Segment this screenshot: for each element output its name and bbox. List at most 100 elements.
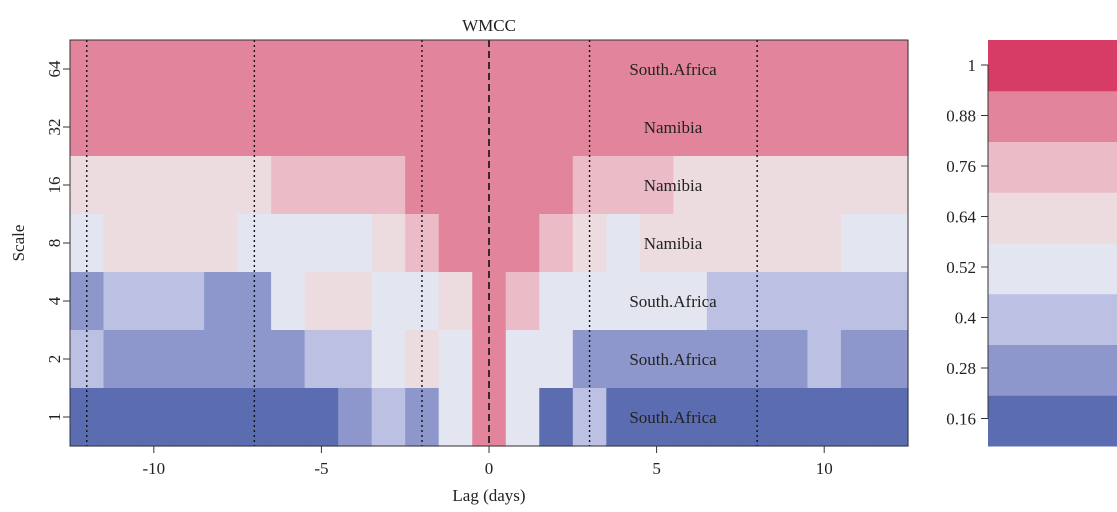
heatmap-cell [137, 156, 172, 215]
heatmap-cell [706, 98, 741, 157]
heatmap-cell [639, 272, 674, 331]
heatmap-cell [773, 272, 809, 331]
heatmap-cell [137, 40, 172, 99]
heatmap-cell [271, 156, 306, 215]
heatmap-cell [572, 330, 607, 389]
heatmap-cell [170, 330, 205, 389]
heatmap-cell [706, 214, 741, 273]
row-label: South.Africa [629, 350, 717, 369]
heatmap-cell [639, 156, 674, 215]
heatmap-cell [103, 40, 138, 99]
heatmap-cell [773, 40, 809, 99]
heatmap-cell [137, 98, 172, 157]
heatmap-cell [70, 330, 105, 389]
heatmap-cell [639, 388, 674, 447]
heatmap-cell [539, 98, 574, 157]
heatmap-cell [773, 388, 809, 447]
heatmap-cell [271, 330, 306, 389]
heatmap-cell [840, 388, 876, 447]
heatmap-cell [271, 388, 306, 447]
legend-tick-label: 0.28 [946, 359, 976, 378]
heatmap-cell [338, 330, 373, 389]
heatmap-cell [103, 214, 138, 273]
heatmap-cell [405, 330, 440, 389]
heatmap-cell [706, 40, 741, 99]
heatmap-cell [606, 272, 641, 331]
heatmap-cell [103, 98, 138, 157]
heatmap-cell [807, 388, 842, 447]
x-tick-label: -5 [314, 459, 328, 478]
heatmap-cell [539, 330, 574, 389]
heatmap-cell [572, 214, 607, 273]
row-label: Namibia [644, 118, 703, 137]
heatmap-cell [271, 98, 306, 157]
heatmap-cell [371, 40, 406, 99]
y-tick-label: 64 [45, 60, 64, 78]
heatmap-cell [237, 40, 272, 99]
heatmap-cell [807, 40, 842, 99]
heatmap-cell [70, 40, 105, 99]
heatmap-cell [773, 156, 809, 215]
heatmap-cell [840, 98, 876, 157]
heatmap-cell [740, 330, 775, 389]
x-tick-label: 0 [485, 459, 494, 478]
legend-swatch [988, 243, 1117, 295]
y-tick-label: 4 [45, 296, 64, 305]
heatmap-cell [539, 272, 574, 331]
legend-swatch [988, 141, 1117, 193]
heatmap-cell [204, 40, 239, 99]
heatmap-cell [673, 40, 708, 99]
legend-tick-label: 0.4 [955, 309, 977, 328]
heatmap-cell [103, 388, 138, 447]
legend-swatch [988, 395, 1117, 447]
heatmap-cell [639, 330, 674, 389]
heatmap-cell [204, 272, 239, 331]
heatmap-cell [304, 156, 339, 215]
heatmap-cell [606, 388, 641, 447]
heatmap-cell [773, 330, 809, 389]
y-tick-label: 8 [45, 239, 64, 248]
heatmap-cell [371, 214, 406, 273]
heatmap-cell [405, 40, 440, 99]
row-label: Namibia [644, 234, 703, 253]
heatmap-cell [539, 156, 574, 215]
legend-tick-label: 0.88 [946, 107, 976, 126]
heatmap-cell [807, 98, 842, 157]
heatmap-cell [874, 40, 909, 99]
heatmap-cell [405, 214, 440, 273]
heatmap-cell [505, 272, 540, 331]
heatmap-cell [170, 214, 205, 273]
row-label: South.Africa [629, 292, 717, 311]
heatmap-cell [338, 98, 373, 157]
heatmap-cell [338, 388, 373, 447]
heatmap-cell [505, 156, 540, 215]
heatmap-cell [371, 272, 406, 331]
heatmap-cell [438, 388, 473, 447]
legend-tick-label: 0.52 [946, 258, 976, 277]
heatmap-cells [70, 40, 909, 447]
heatmap-cell [874, 388, 909, 447]
legend-swatch [988, 344, 1117, 396]
heatmap-cell [338, 272, 373, 331]
x-tick-label: -10 [142, 459, 165, 478]
heatmap-cell [371, 98, 406, 157]
row-labels: South.Africa Namibia Namibia Namibia South.A… [629, 60, 717, 427]
legend-tick-label: 0.16 [946, 410, 976, 429]
row-label: Namibia [644, 176, 703, 195]
legend-swatch [988, 40, 1117, 92]
heatmap-cell [438, 272, 473, 331]
heatmap-cell [204, 98, 239, 157]
heatmap-cell [539, 40, 574, 99]
heatmap-cell [840, 272, 876, 331]
heatmap-cell [740, 214, 775, 273]
heatmap-cell [606, 40, 641, 99]
heatmap-cell [170, 272, 205, 331]
x-axis-label: Lag (days) [452, 486, 525, 505]
heatmap-cell [874, 214, 909, 273]
heatmap-cell [170, 98, 205, 157]
reference-lines [86, 40, 758, 446]
heatmap-cell [137, 388, 172, 447]
heatmap-cell [673, 272, 708, 331]
heatmap-cell [304, 214, 339, 273]
